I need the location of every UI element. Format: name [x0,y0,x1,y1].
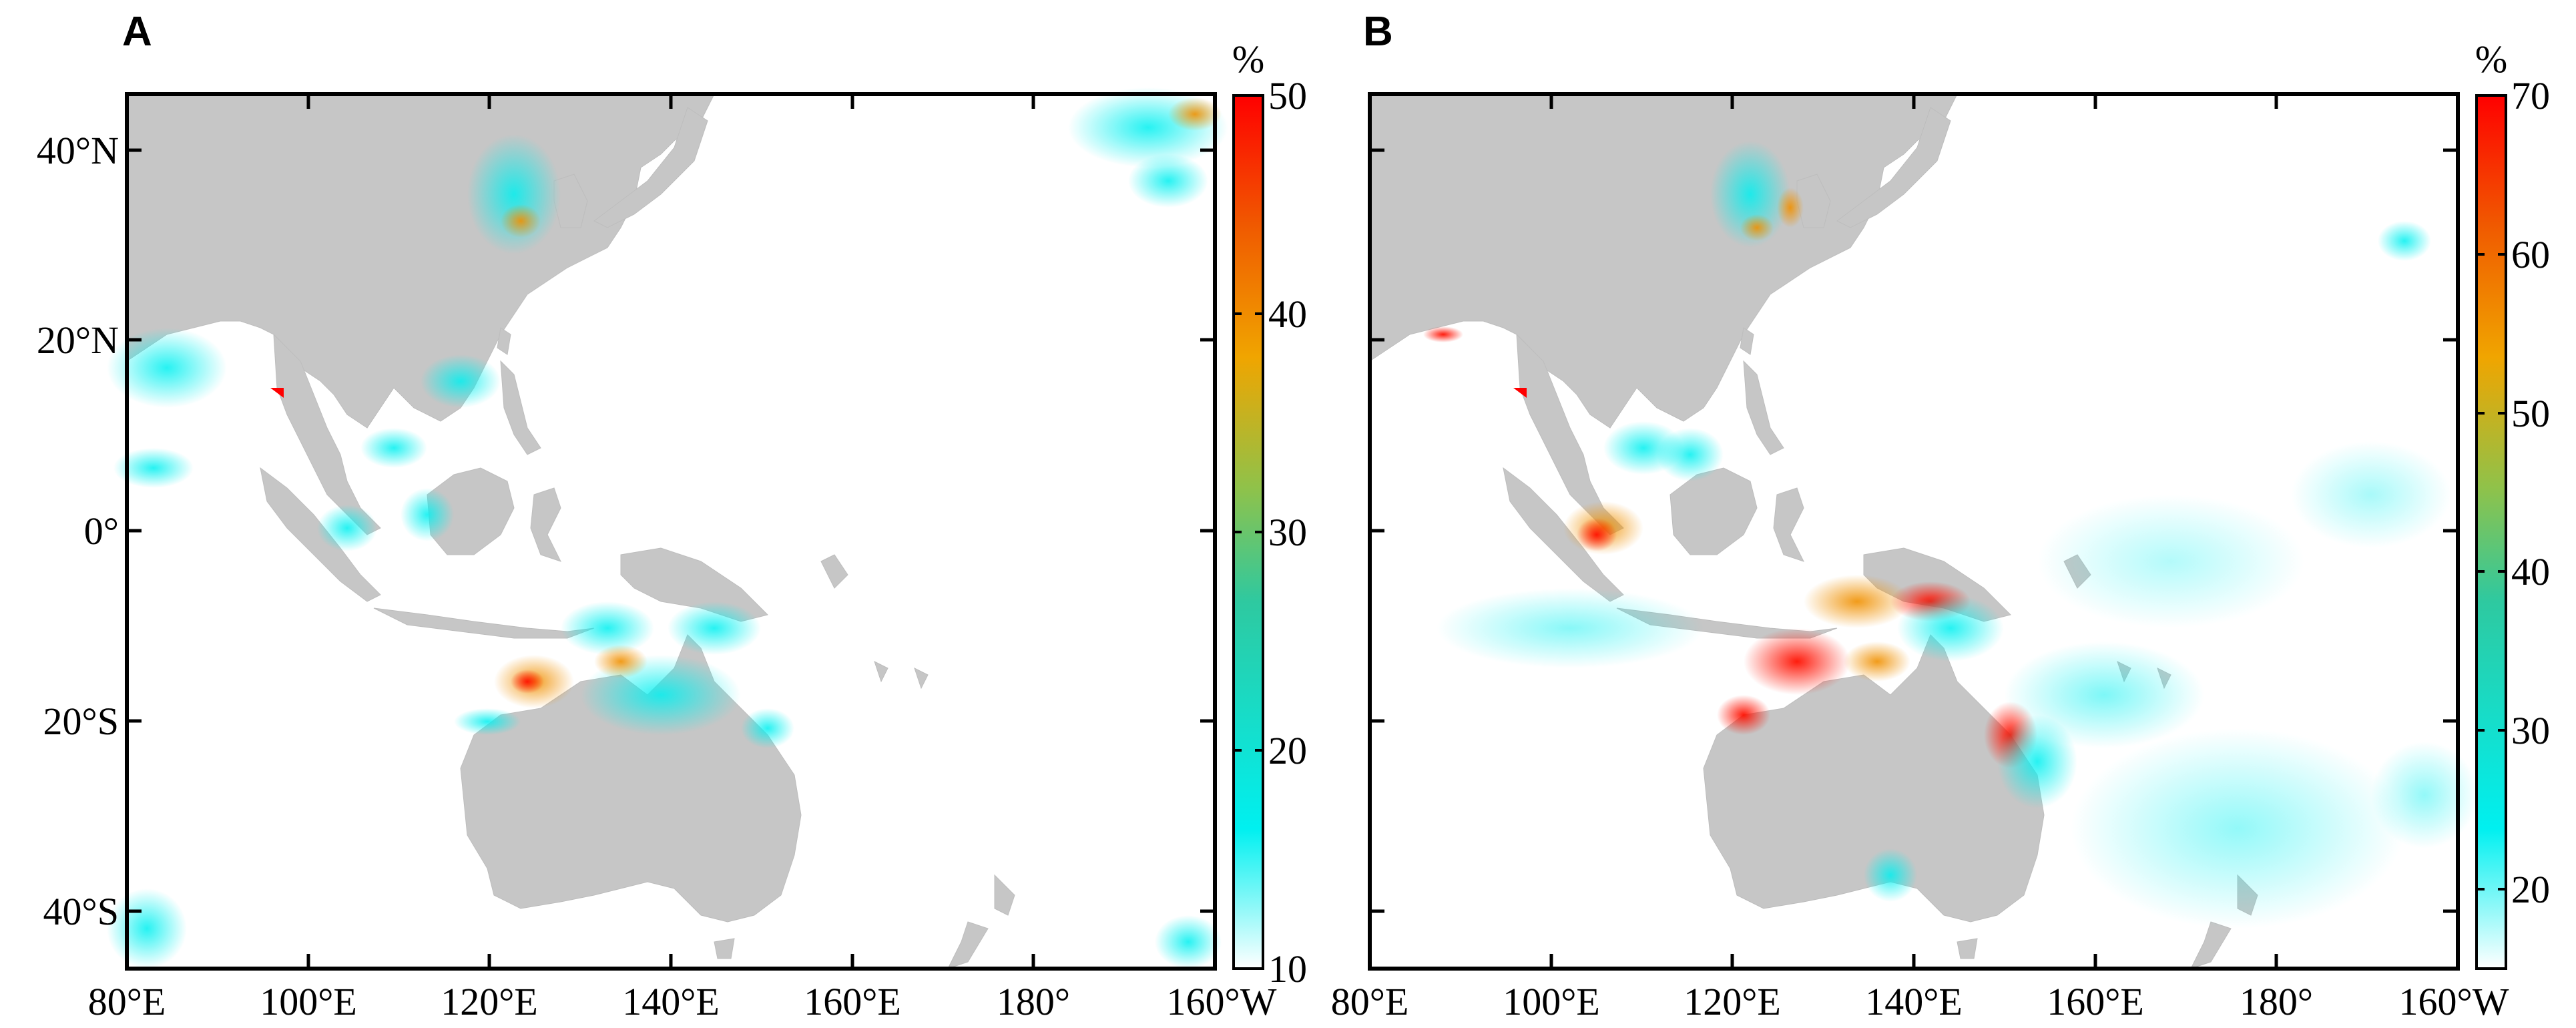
colorbar-tick-20-a: 20 [1268,729,1307,772]
colorbar-tick-30-a: 30 [1268,511,1307,554]
x-tick-label-80e-b: 80°E [1331,980,1409,1023]
y-ticks-b [1370,148,2458,913]
x-ticks-b [1549,94,2278,969]
y-tick-label-40n-a: 40°N [37,129,119,172]
frequency-field-b [1423,141,2478,929]
panel-b: B [1331,9,2550,1023]
frequency-field-a [107,87,1228,969]
colorbar-tick-40-a: 40 [1268,292,1307,336]
x-tick-label-120e-a: 120°E [441,980,538,1023]
map-b [1368,92,2478,971]
x-tick-label-100e-b: 100°E [1503,980,1600,1023]
colorbar-tick-70-b: 70 [2511,74,2550,117]
map-a [107,87,1228,971]
colorbar-gradient-b [2477,95,2506,969]
y-tick-label-20n-a: 20°N [37,318,119,362]
x-tick-label-80e-a: 80°E [88,980,166,1023]
colorbar-tick-20-b: 20 [2511,868,2550,911]
x-tick-label-160e-b: 160°E [2047,980,2144,1023]
x-ticks-a [125,94,1035,969]
x-tick-label-160w-a: 160°W [1167,980,1277,1023]
y-tick-label-0-a: 0° [84,509,119,553]
y-tick-label-40s-a: 40°S [43,890,119,933]
x-tick-label-160w-b: 160°W [2399,980,2509,1023]
colorbar-tick-10-a: 10 [1268,947,1307,991]
x-tick-label-140e-b: 140°E [1865,980,1963,1023]
x-tick-label-180-b: 180° [2240,980,2313,1023]
colorbar-a: % 10 20 30 40 50 [1232,37,1307,991]
x-tick-label-100e-a: 100°E [260,980,357,1023]
colorbar-unit-b: % [2475,37,2507,81]
x-tick-label-180-a: 180° [997,980,1070,1023]
panel-label-b: B [1363,9,1393,55]
panel-a: A [37,9,1307,1023]
colorbar-tick-50-b: 50 [2511,392,2550,435]
y-ticks-a [127,148,1215,913]
y-tick-label-20s-a: 20°S [43,700,119,743]
colorbar-tick-60-b: 60 [2511,233,2550,276]
x-tick-label-160e-a: 160°E [804,980,901,1023]
colorbar-tick-30-b: 30 [2511,709,2550,752]
colorbar-unit-a: % [1232,37,1264,81]
colorbar-b: % 20 30 40 50 60 70 [2475,37,2550,970]
x-tick-label-120e-b: 120°E [1684,980,1781,1023]
panel-label-a: A [122,9,152,55]
x-tick-label-140e-a: 140°E [622,980,720,1023]
colorbar-tick-40-b: 40 [2511,550,2550,593]
colorbar-tick-50-a: 50 [1268,74,1307,117]
